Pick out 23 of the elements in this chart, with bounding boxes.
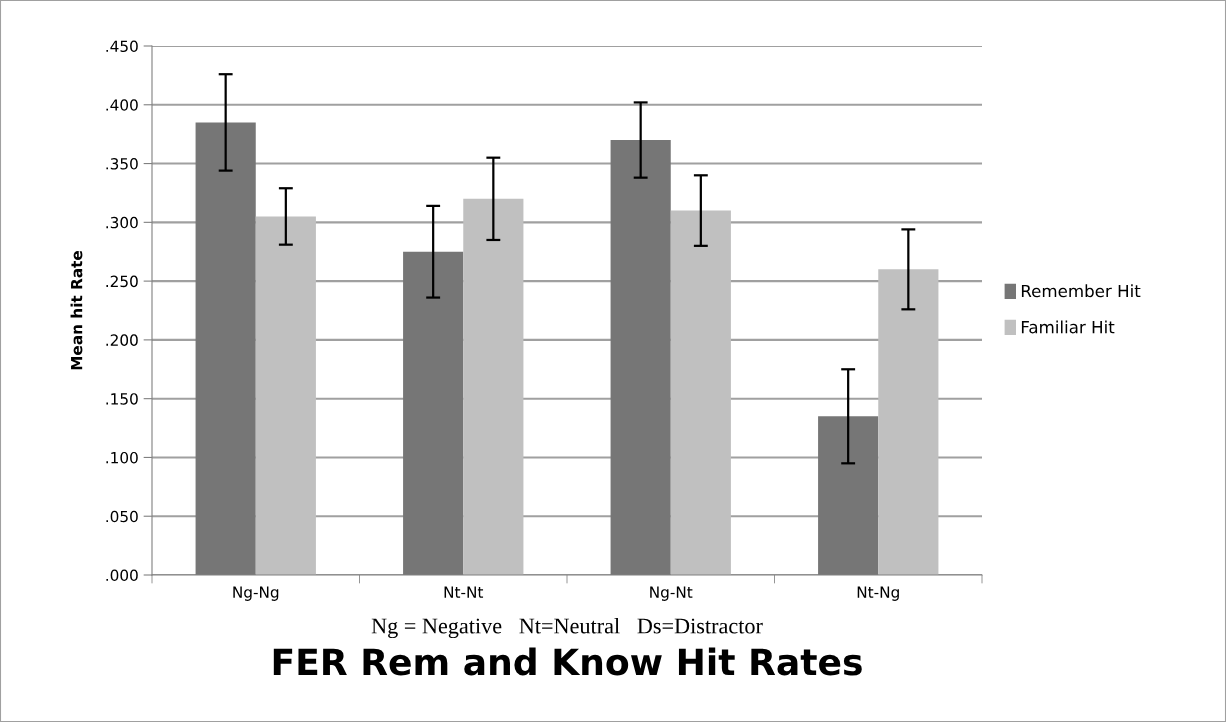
y-tick-label: .450 [106, 40, 138, 53]
y-tick-label: .200 [106, 334, 138, 346]
x-tick-label: Ng-Ng [233, 586, 279, 601]
text: FER Rem and Know Hit Rates [273, 647, 862, 676]
x-tick-label: Nt-Ng [857, 586, 899, 601]
y-tick-label: .050 [106, 510, 138, 523]
text: Ng = Negative Nt=Neutral Ds=Distractor [371, 617, 763, 639]
x-tick-label: Ng-Nt [650, 586, 693, 601]
y-tick-label: .100 [106, 451, 138, 464]
bar [255, 216, 316, 575]
x-tick-label: Nt-Nt [444, 586, 484, 598]
y-tick-label: .250 [106, 275, 138, 288]
bar [670, 210, 731, 575]
legend-label: Familiar Hit [1021, 320, 1115, 334]
legend-label: Remember Hit [1021, 284, 1141, 298]
y-tick-label: .350 [106, 158, 138, 170]
y-tick-label: .000 [106, 569, 138, 582]
y-axis-title: Mean hit Rate [70, 250, 83, 370]
bar [463, 198, 524, 575]
y-tick-label: .400 [106, 99, 138, 111]
bar [878, 269, 939, 575]
y-tick-label: .300 [106, 216, 138, 229]
y-tick-label: .150 [106, 393, 138, 405]
